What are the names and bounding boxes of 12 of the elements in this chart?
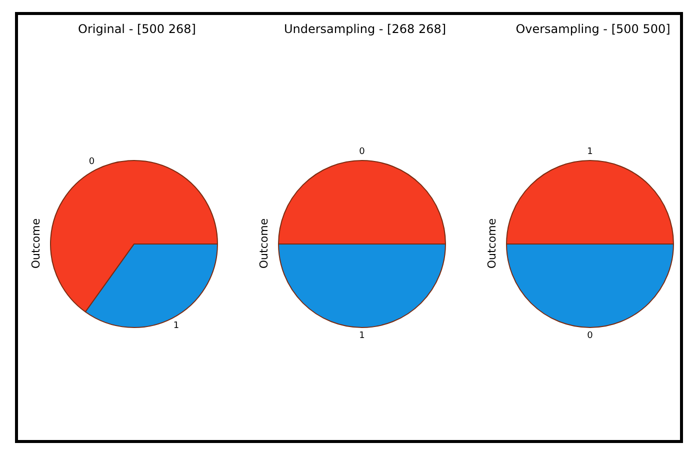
- slice-label: 1: [173, 321, 180, 332]
- chart-title: Undersampling - [268 268]: [282, 22, 448, 36]
- chart-title: Original - [500 268]: [77, 22, 197, 36]
- text: Outcome: [486, 217, 498, 271]
- slice-label: 0: [359, 146, 365, 157]
- chart-title: Oversampling - [500 500]: [514, 22, 672, 36]
- slice-label: 1: [359, 331, 365, 342]
- slice-label: 0: [587, 331, 593, 342]
- text: Outcome: [30, 217, 42, 271]
- text: Outcome: [258, 217, 270, 271]
- slice-label: 1: [587, 146, 593, 157]
- slice-label: 0: [88, 156, 95, 167]
